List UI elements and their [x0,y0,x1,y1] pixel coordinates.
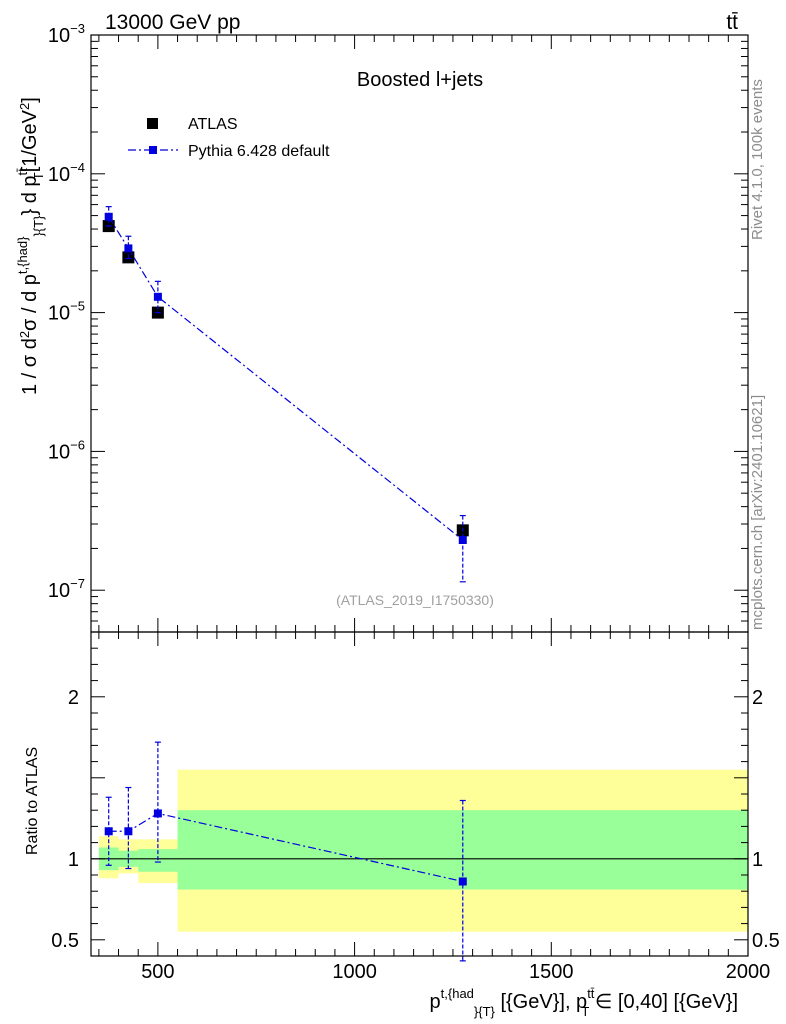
ratio-data-point [458,877,467,886]
process-label: tt̄ [726,11,738,34]
main-y-tick-label: 10−5 [48,299,85,325]
reference-label: (ATLAS_2019_I1750330) [336,592,494,608]
ratio-y-tick-label-right: 1 [752,849,763,871]
pythia-line [108,216,464,541]
ratio-y-tick-label-right: 2 [752,687,763,709]
main-x-ticks [98,35,749,632]
collision-label: 13000 GeV pp [105,11,240,34]
x-axis-label: pt,{had}{T} [{GeV}], ptt̄ T ∈ [0,40] [{Ge… [430,986,738,1019]
main-y-tick-labels: 10−7 10−6 10−5 10−4 10−3 [48,21,85,602]
ratio-y-axis-label: Ratio to ATLAS [24,747,41,855]
ratio-data-point [104,827,113,836]
pythia-data-point [458,536,467,545]
main-y-tick-label: 10−6 [48,437,85,463]
ratio-y-tick-label-left: 1 [68,849,79,871]
legend-label-atlas: ATLAS [188,116,238,133]
rivet-label: Rivet 4.1.0, 100k events [749,79,766,240]
ratio-series [104,741,467,962]
x-tick-label: 2000 [726,961,771,983]
ratio-bands [98,769,748,932]
main-y-tick-label: 10−7 [48,576,85,602]
main-y-tick-label: 10−4 [48,160,85,186]
legend-label-pythia: Pythia 6.428 default [188,143,330,160]
x-tick-label: 1500 [529,961,574,983]
pythia-data-point [153,292,162,301]
x-tick-label: 1000 [332,961,377,983]
ratio-tick-labels: 0.5 0.5 1 1 2 2 500 1000 1500 2000 [51,687,780,983]
main-panel: 10−7 10−6 10−5 10−4 10−3 Boosted l+jets (ATL… [15,21,749,633]
ratio-frame [90,631,749,957]
main-series [102,206,469,583]
pythia-data-point [104,212,113,221]
ratio-data-point [153,809,162,818]
ratio-panel: 0.5 0.5 1 1 2 2 500 1000 1500 2000 Ratio to ATLAS… [24,631,780,1019]
x-tick-label: 500 [141,961,174,983]
ratio-ticks [91,631,749,957]
plot-title: Boosted l+jets [357,69,483,91]
legend-marker-pythia [149,146,157,154]
mcplots-label: mcplots.cern.ch [arXiv:2401.10621] [749,395,766,630]
ratio-y-tick-label-right: 0.5 [752,930,780,952]
pythia-data-point [124,244,133,253]
ratio-band-inner [138,849,178,872]
main-y-axis-label: 1 / σ d2σ / d pt,{had}}{T}} d ptt̄T[1/Ge… [15,97,46,395]
legend: ATLAS Pythia 6.428 default [128,116,330,160]
ratio-pythia-line [108,812,463,883]
main-y-tick-label: 10−3 [48,21,85,47]
ratio-data-point [124,827,133,836]
ratio-y-tick-label-left: 0.5 [51,930,79,952]
ratio-y-tick-label-left: 2 [68,687,79,709]
legend-marker-atlas [147,118,158,129]
